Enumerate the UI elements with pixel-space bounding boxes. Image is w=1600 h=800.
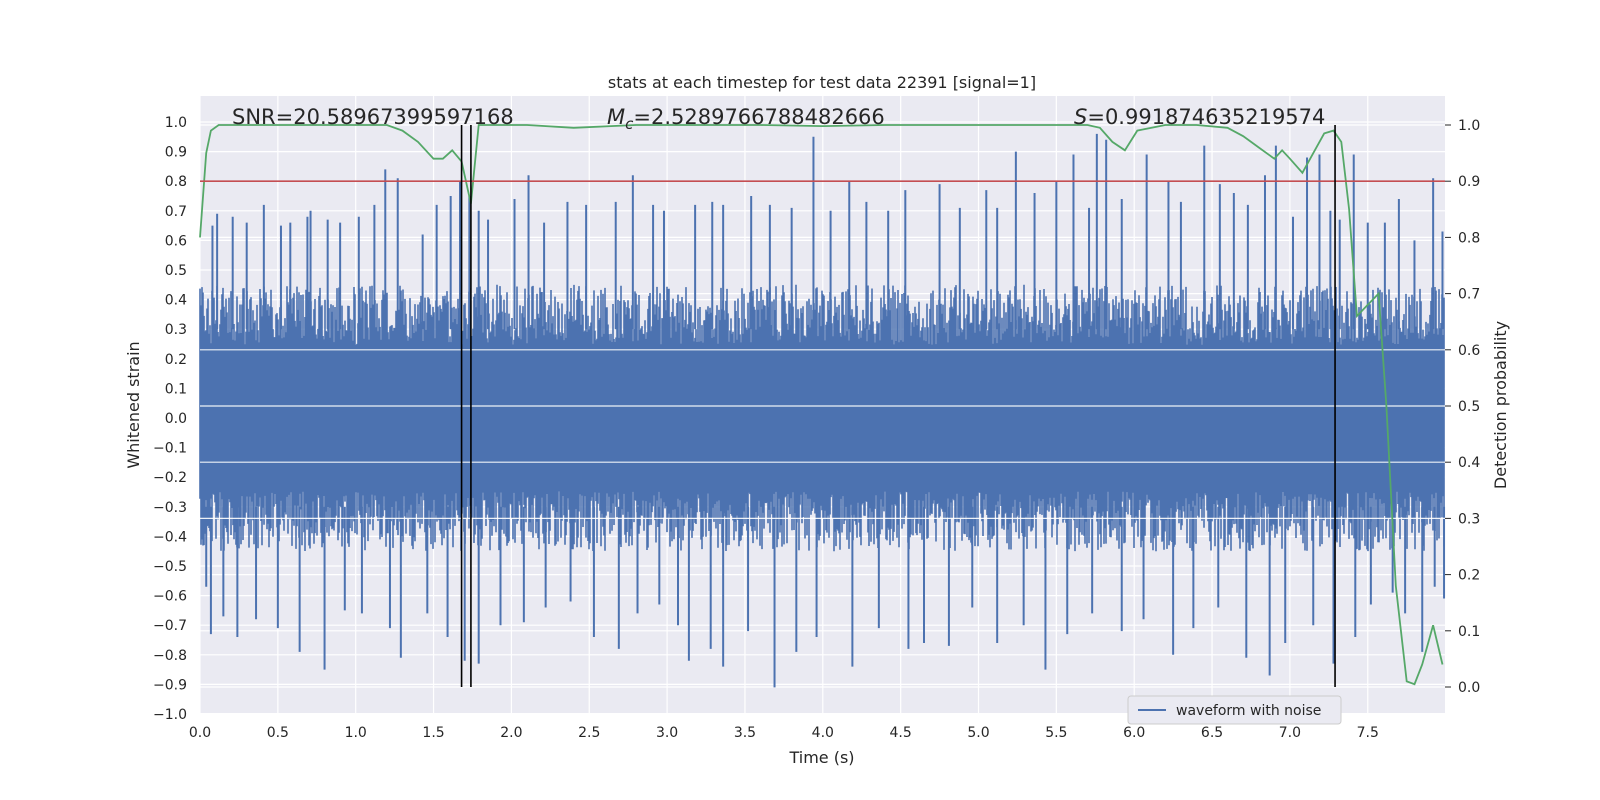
y2-tick-label: 0.8 — [1458, 230, 1480, 246]
y-tick-label: 0.0 — [165, 411, 187, 427]
y2-tick-label: 0.3 — [1458, 511, 1480, 527]
y-tick-label: 0.5 — [165, 263, 187, 279]
y2-tick-label: 0.7 — [1458, 287, 1480, 303]
y-tick-label: −1.0 — [153, 707, 187, 723]
x-tick-label: 4.0 — [812, 725, 834, 741]
legend-label: waveform with noise — [1176, 703, 1321, 719]
s-symbol: S — [1074, 105, 1087, 129]
x-tick-label: 7.5 — [1357, 725, 1379, 741]
legend-box — [1127, 695, 1342, 725]
chirp-mass-annotation: Mc=2.5289766788482666 — [607, 105, 885, 133]
chart-title: stats at each timestep for test data 223… — [608, 73, 1036, 92]
waveform-series — [199, 133, 1446, 688]
y2-tick-label: 0.0 — [1458, 680, 1480, 696]
probability-line — [199, 124, 1444, 686]
y-tick-label: 0.7 — [165, 204, 187, 220]
x-tick-label: 6.0 — [1123, 725, 1145, 741]
y2-tick-label: 0.4 — [1458, 455, 1480, 471]
y-tick-label: 0.8 — [165, 174, 187, 190]
x-tick-label: 5.5 — [1045, 725, 1067, 741]
y2-tick-label: 0.5 — [1458, 399, 1480, 415]
chirp-mass-symbol: M — [607, 105, 625, 129]
legend: waveform with noise — [1127, 695, 1342, 725]
x-tick-label: 4.5 — [890, 725, 912, 741]
y2-tick-label: 1.0 — [1458, 118, 1480, 134]
y-tick-label: −0.3 — [153, 500, 187, 516]
s-value: =0.991874635219574 — [1087, 105, 1325, 129]
y-tick-label: 0.9 — [165, 145, 187, 161]
y-tick-label: 0.3 — [165, 322, 187, 338]
x-tick-label: 0.5 — [267, 725, 289, 741]
chirp-mass-subscript: c — [625, 115, 634, 133]
s-annotation: S=0.991874635219574 — [1074, 105, 1325, 129]
y-tick-label: −0.8 — [153, 648, 187, 664]
y-tick-label: 0.2 — [165, 352, 187, 368]
y2-axis-label: Detection probability — [1491, 321, 1510, 489]
y-tick-label: 0.4 — [165, 293, 187, 309]
x-tick-label: 5.0 — [967, 725, 989, 741]
y-tick-label: 0.6 — [165, 233, 187, 249]
x-tick-label: 1.0 — [345, 725, 367, 741]
x-tick-label: 3.5 — [734, 725, 756, 741]
band-gridlines — [200, 349, 1445, 520]
y-tick-label: −0.4 — [153, 529, 187, 545]
y-tick-label: −0.7 — [153, 618, 187, 634]
x-tick-label: 6.5 — [1201, 725, 1223, 741]
x-tick-label: 2.0 — [500, 725, 522, 741]
probability-series — [199, 124, 1444, 686]
y2-tick-label: 0.2 — [1458, 568, 1480, 584]
y-tick-label: −0.9 — [153, 677, 187, 693]
y-tick-label: −0.2 — [153, 470, 187, 486]
x-ticks: 0.0 0.5 1.0 1.5 2.0 2.5 3.0 3.5 4.0 4.5 5.0 5.5 6.0 6… — [189, 725, 1379, 741]
y2-tick-label: 0.9 — [1458, 174, 1480, 190]
y2-tick-label: 0.1 — [1458, 624, 1480, 640]
x-tick-label: 0.0 — [189, 725, 211, 741]
x-tick-label: 2.5 — [578, 725, 600, 741]
x-axis-label: Time (s) — [788, 748, 854, 767]
y2-ticks: 1.0 0.9 0.8 0.7 0.6 0.5 0.4 0.3 0.2 0.1 0.0 — [1445, 118, 1480, 696]
y-ticks: 1.0 0.9 0.8 0.7 0.6 0.5 0.4 0.3 0.2 0.1 0.0 −0.1 −0.… — [153, 115, 187, 723]
x-tick-label: 7.0 — [1279, 725, 1301, 741]
y-axis-label: Whitened strain — [124, 341, 143, 468]
chirp-mass-value: =2.5289766788482666 — [633, 105, 884, 129]
y-tick-label: 0.1 — [165, 381, 187, 397]
y-tick-label: 1.0 — [165, 115, 187, 131]
x-tick-label: 3.0 — [656, 725, 678, 741]
x-tick-label: 1.5 — [422, 725, 444, 741]
snr-annotation: SNR=20.58967399597168 — [232, 105, 514, 129]
y-tick-label: −0.1 — [153, 441, 187, 457]
waveform-band — [199, 284, 1445, 552]
y-tick-label: −0.5 — [153, 559, 187, 575]
y-tick-label: −0.6 — [153, 589, 187, 605]
y2-tick-label: 0.6 — [1458, 343, 1480, 359]
vertical-markers — [460, 125, 1336, 687]
